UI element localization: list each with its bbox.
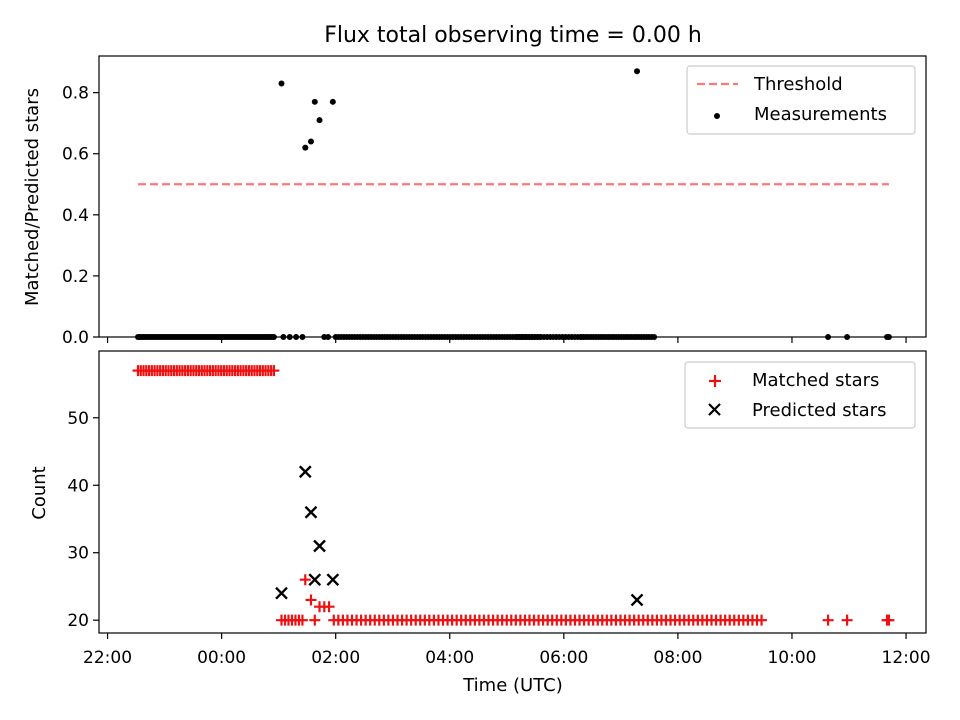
predicted-star-point (298, 465, 312, 479)
bottom-y-axis-label: Count (29, 466, 50, 519)
measurement-point (299, 334, 306, 340)
x-tick-label: 08:00 (653, 648, 702, 668)
legend-matched-swatch (709, 375, 721, 387)
x-tick-label: 10:00 (767, 648, 816, 668)
legend-predicted-swatch (708, 403, 721, 416)
matched-star-point (299, 574, 311, 586)
x-tick-label: 02:00 (311, 648, 360, 668)
measurement-point (278, 80, 285, 87)
measurement-point (825, 334, 832, 340)
measurement-point (270, 334, 277, 340)
y-tick-label: 0.8 (62, 84, 89, 104)
legend-matched-label: Matched stars (752, 370, 879, 391)
y-tick-label: 50 (67, 409, 89, 429)
matched-star-point (323, 601, 335, 613)
legend-measurements-swatch (714, 113, 720, 119)
x-tick-label: 22:00 (83, 648, 132, 668)
measurement-point (634, 68, 641, 75)
matched-star-point (309, 614, 321, 626)
x-tick-label: 04:00 (425, 648, 474, 668)
measurement-point (885, 334, 892, 340)
bottom-panel: 20 30 40 50 22:00 00:00 02:00 04:00 06:00 08:00 10… (67, 350, 931, 668)
measurement-point (302, 144, 309, 151)
measurement-point (280, 334, 287, 340)
matched-star-point (305, 594, 317, 606)
predicted-star-point (326, 573, 340, 587)
measurement-point (293, 334, 300, 340)
x-tick-label: 06:00 (539, 648, 588, 668)
top-y-axis-label: Matched/Predicted stars (22, 88, 43, 306)
chart-title: Flux total observing time = 0.00 h (324, 23, 702, 48)
predicted-star-point (275, 586, 288, 600)
x-axis-label: Time (UTC) (462, 675, 563, 696)
top-legend: Threshold Measurements (686, 65, 916, 135)
legend-measurements-label: Measurements (754, 104, 887, 125)
predicted-star-point (313, 539, 326, 553)
matched-star-point (296, 614, 308, 626)
measurement-point (286, 334, 293, 340)
legend-predicted-label: Predicted stars (752, 400, 886, 421)
x-tick-label: 00:00 (197, 648, 246, 668)
y-tick-label: 20 (67, 611, 89, 631)
measurement-point (325, 334, 332, 340)
top-legend-box (686, 65, 916, 135)
measurement-point (316, 117, 323, 124)
legend-threshold-label: Threshold (753, 74, 843, 95)
predicted-star-point (630, 593, 644, 607)
matched-star-point (883, 614, 895, 626)
matched-star-point (822, 614, 834, 626)
measurement-point (329, 98, 336, 105)
predicted-star-point (304, 505, 318, 519)
measurement-point (307, 138, 314, 145)
y-tick-label: 0.4 (62, 206, 89, 226)
matched-star-point (756, 614, 768, 626)
predicted-star-point (308, 573, 322, 587)
bottom-legend-box (684, 361, 916, 429)
measurement-point (844, 334, 851, 340)
y-tick-label: 30 (67, 544, 89, 564)
bottom-legend: Matched stars Predicted stars (684, 361, 916, 429)
y-tick-label: 40 (67, 476, 89, 496)
matched-star-point (841, 614, 853, 626)
measurement-point (651, 334, 658, 340)
matched-star-point (268, 365, 280, 377)
measurement-point (311, 98, 318, 105)
y-tick-label: 0.2 (62, 267, 89, 287)
y-tick-label: 0.0 (62, 328, 89, 348)
x-tick-label: 12:00 (882, 648, 931, 668)
y-tick-label: 0.6 (62, 145, 89, 165)
